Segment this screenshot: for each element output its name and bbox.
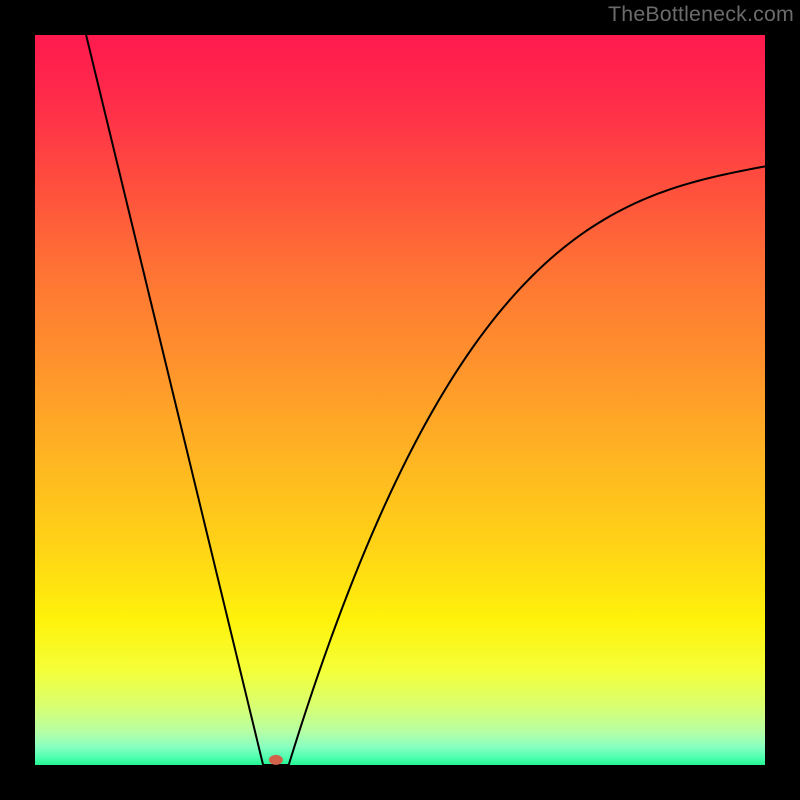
plot-area-gradient xyxy=(35,35,765,765)
chart-svg xyxy=(0,0,800,800)
watermark-text: TheBottleneck.com xyxy=(608,2,794,27)
chart-stage: TheBottleneck.com xyxy=(0,0,800,800)
vertex-marker xyxy=(269,755,283,765)
